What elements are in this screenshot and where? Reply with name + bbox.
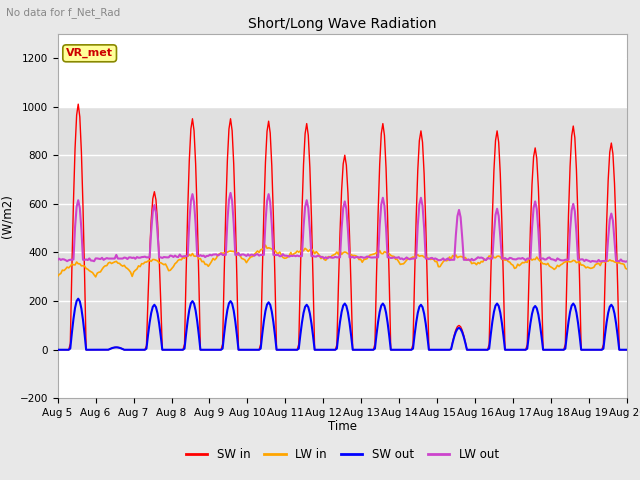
X-axis label: Time: Time (328, 420, 357, 432)
Legend: SW in, LW in, SW out, LW out: SW in, LW in, SW out, LW out (181, 443, 504, 466)
Bar (58, 107, 627, 350)
Title: Short/Long Wave Radiation: Short/Long Wave Radiation (248, 17, 436, 31)
Y-axis label: (W/m2): (W/m2) (1, 194, 14, 238)
Text: VR_met: VR_met (66, 48, 113, 59)
Text: No data for f_Net_Rad: No data for f_Net_Rad (6, 7, 121, 18)
